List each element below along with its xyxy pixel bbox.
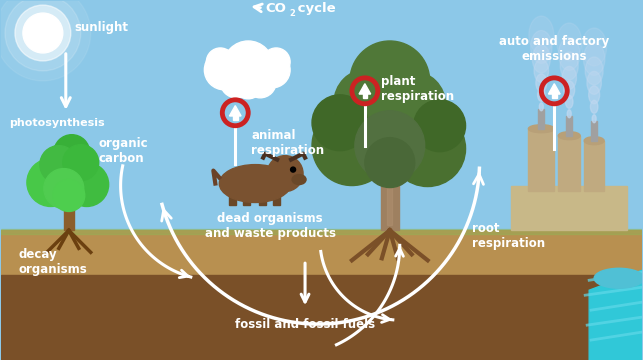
Text: animal
respiration: animal respiration [251, 129, 324, 157]
Circle shape [53, 180, 85, 211]
Circle shape [0, 0, 91, 81]
Bar [273, 188, 280, 206]
Ellipse shape [530, 31, 552, 63]
Ellipse shape [529, 16, 554, 54]
Bar [64, 201, 74, 230]
Circle shape [312, 106, 392, 185]
Bar [243, 188, 250, 206]
Bar [558, 136, 580, 190]
Ellipse shape [539, 103, 543, 111]
Bar [584, 141, 604, 190]
Bar [538, 109, 545, 129]
Circle shape [221, 66, 252, 98]
Ellipse shape [564, 81, 575, 99]
Polygon shape [589, 270, 642, 360]
Bar [1, 229, 642, 234]
Bar [591, 121, 597, 141]
Bar [230, 188, 236, 206]
Ellipse shape [532, 45, 550, 73]
Ellipse shape [538, 88, 545, 101]
Ellipse shape [587, 71, 601, 94]
Ellipse shape [219, 165, 291, 202]
Circle shape [355, 111, 424, 181]
Text: photosynthesis: photosynthesis [9, 118, 105, 128]
Circle shape [233, 69, 263, 99]
Bar [381, 159, 399, 230]
Text: CO: CO [265, 1, 286, 15]
Circle shape [223, 41, 273, 91]
Ellipse shape [583, 42, 605, 75]
Circle shape [413, 100, 466, 152]
Ellipse shape [565, 95, 573, 108]
Bar [233, 114, 238, 120]
Bar [1, 230, 642, 275]
Circle shape [365, 138, 415, 188]
Ellipse shape [558, 132, 580, 140]
Ellipse shape [585, 57, 603, 85]
Ellipse shape [559, 37, 580, 71]
Bar [1, 275, 642, 360]
Text: auto and factory
emissions: auto and factory emissions [499, 35, 610, 63]
Circle shape [39, 143, 98, 202]
Ellipse shape [584, 137, 604, 145]
Circle shape [5, 0, 81, 71]
Circle shape [44, 168, 84, 208]
Circle shape [63, 145, 98, 181]
Circle shape [334, 69, 402, 137]
Ellipse shape [534, 59, 548, 82]
Ellipse shape [562, 66, 577, 89]
Circle shape [65, 163, 109, 207]
Bar [363, 92, 367, 98]
Circle shape [40, 146, 78, 184]
Circle shape [267, 156, 303, 192]
Circle shape [27, 159, 75, 207]
Circle shape [204, 50, 244, 90]
Ellipse shape [560, 52, 578, 80]
Circle shape [390, 111, 466, 186]
Text: organic
carbon: organic carbon [98, 137, 149, 165]
Ellipse shape [589, 86, 600, 104]
Circle shape [254, 52, 290, 88]
Text: plant
respiration: plant respiration [381, 75, 454, 103]
Text: fossil and fossil fuels: fossil and fossil fuels [235, 318, 375, 330]
Circle shape [291, 167, 296, 172]
Polygon shape [230, 105, 241, 116]
Circle shape [335, 66, 444, 176]
Bar [387, 166, 392, 225]
Ellipse shape [594, 268, 643, 288]
Text: 2: 2 [289, 9, 295, 18]
Bar [1, 1, 642, 230]
Bar [529, 129, 554, 190]
Circle shape [54, 135, 90, 171]
Circle shape [244, 66, 276, 98]
Circle shape [206, 48, 234, 76]
Bar [552, 92, 557, 98]
Bar [259, 188, 266, 206]
Ellipse shape [529, 125, 554, 133]
Text: sunlight: sunlight [75, 21, 129, 33]
Ellipse shape [292, 175, 306, 185]
Circle shape [23, 13, 63, 53]
Ellipse shape [536, 74, 547, 92]
Circle shape [312, 95, 368, 150]
Text: cycle: cycle [293, 1, 336, 15]
Ellipse shape [582, 28, 606, 66]
Circle shape [378, 71, 446, 139]
Ellipse shape [557, 23, 582, 61]
Ellipse shape [592, 115, 596, 123]
Polygon shape [548, 84, 560, 94]
Circle shape [262, 48, 290, 76]
Ellipse shape [567, 110, 571, 118]
Polygon shape [359, 84, 371, 94]
Text: root
respiration: root respiration [471, 222, 545, 251]
Ellipse shape [590, 100, 598, 113]
Text: dead organisms
and waste products: dead organisms and waste products [204, 212, 336, 240]
Bar [511, 185, 627, 230]
Bar [566, 116, 572, 136]
Circle shape [15, 5, 71, 61]
Circle shape [350, 41, 430, 121]
Text: decay
organisms: decay organisms [19, 248, 87, 276]
